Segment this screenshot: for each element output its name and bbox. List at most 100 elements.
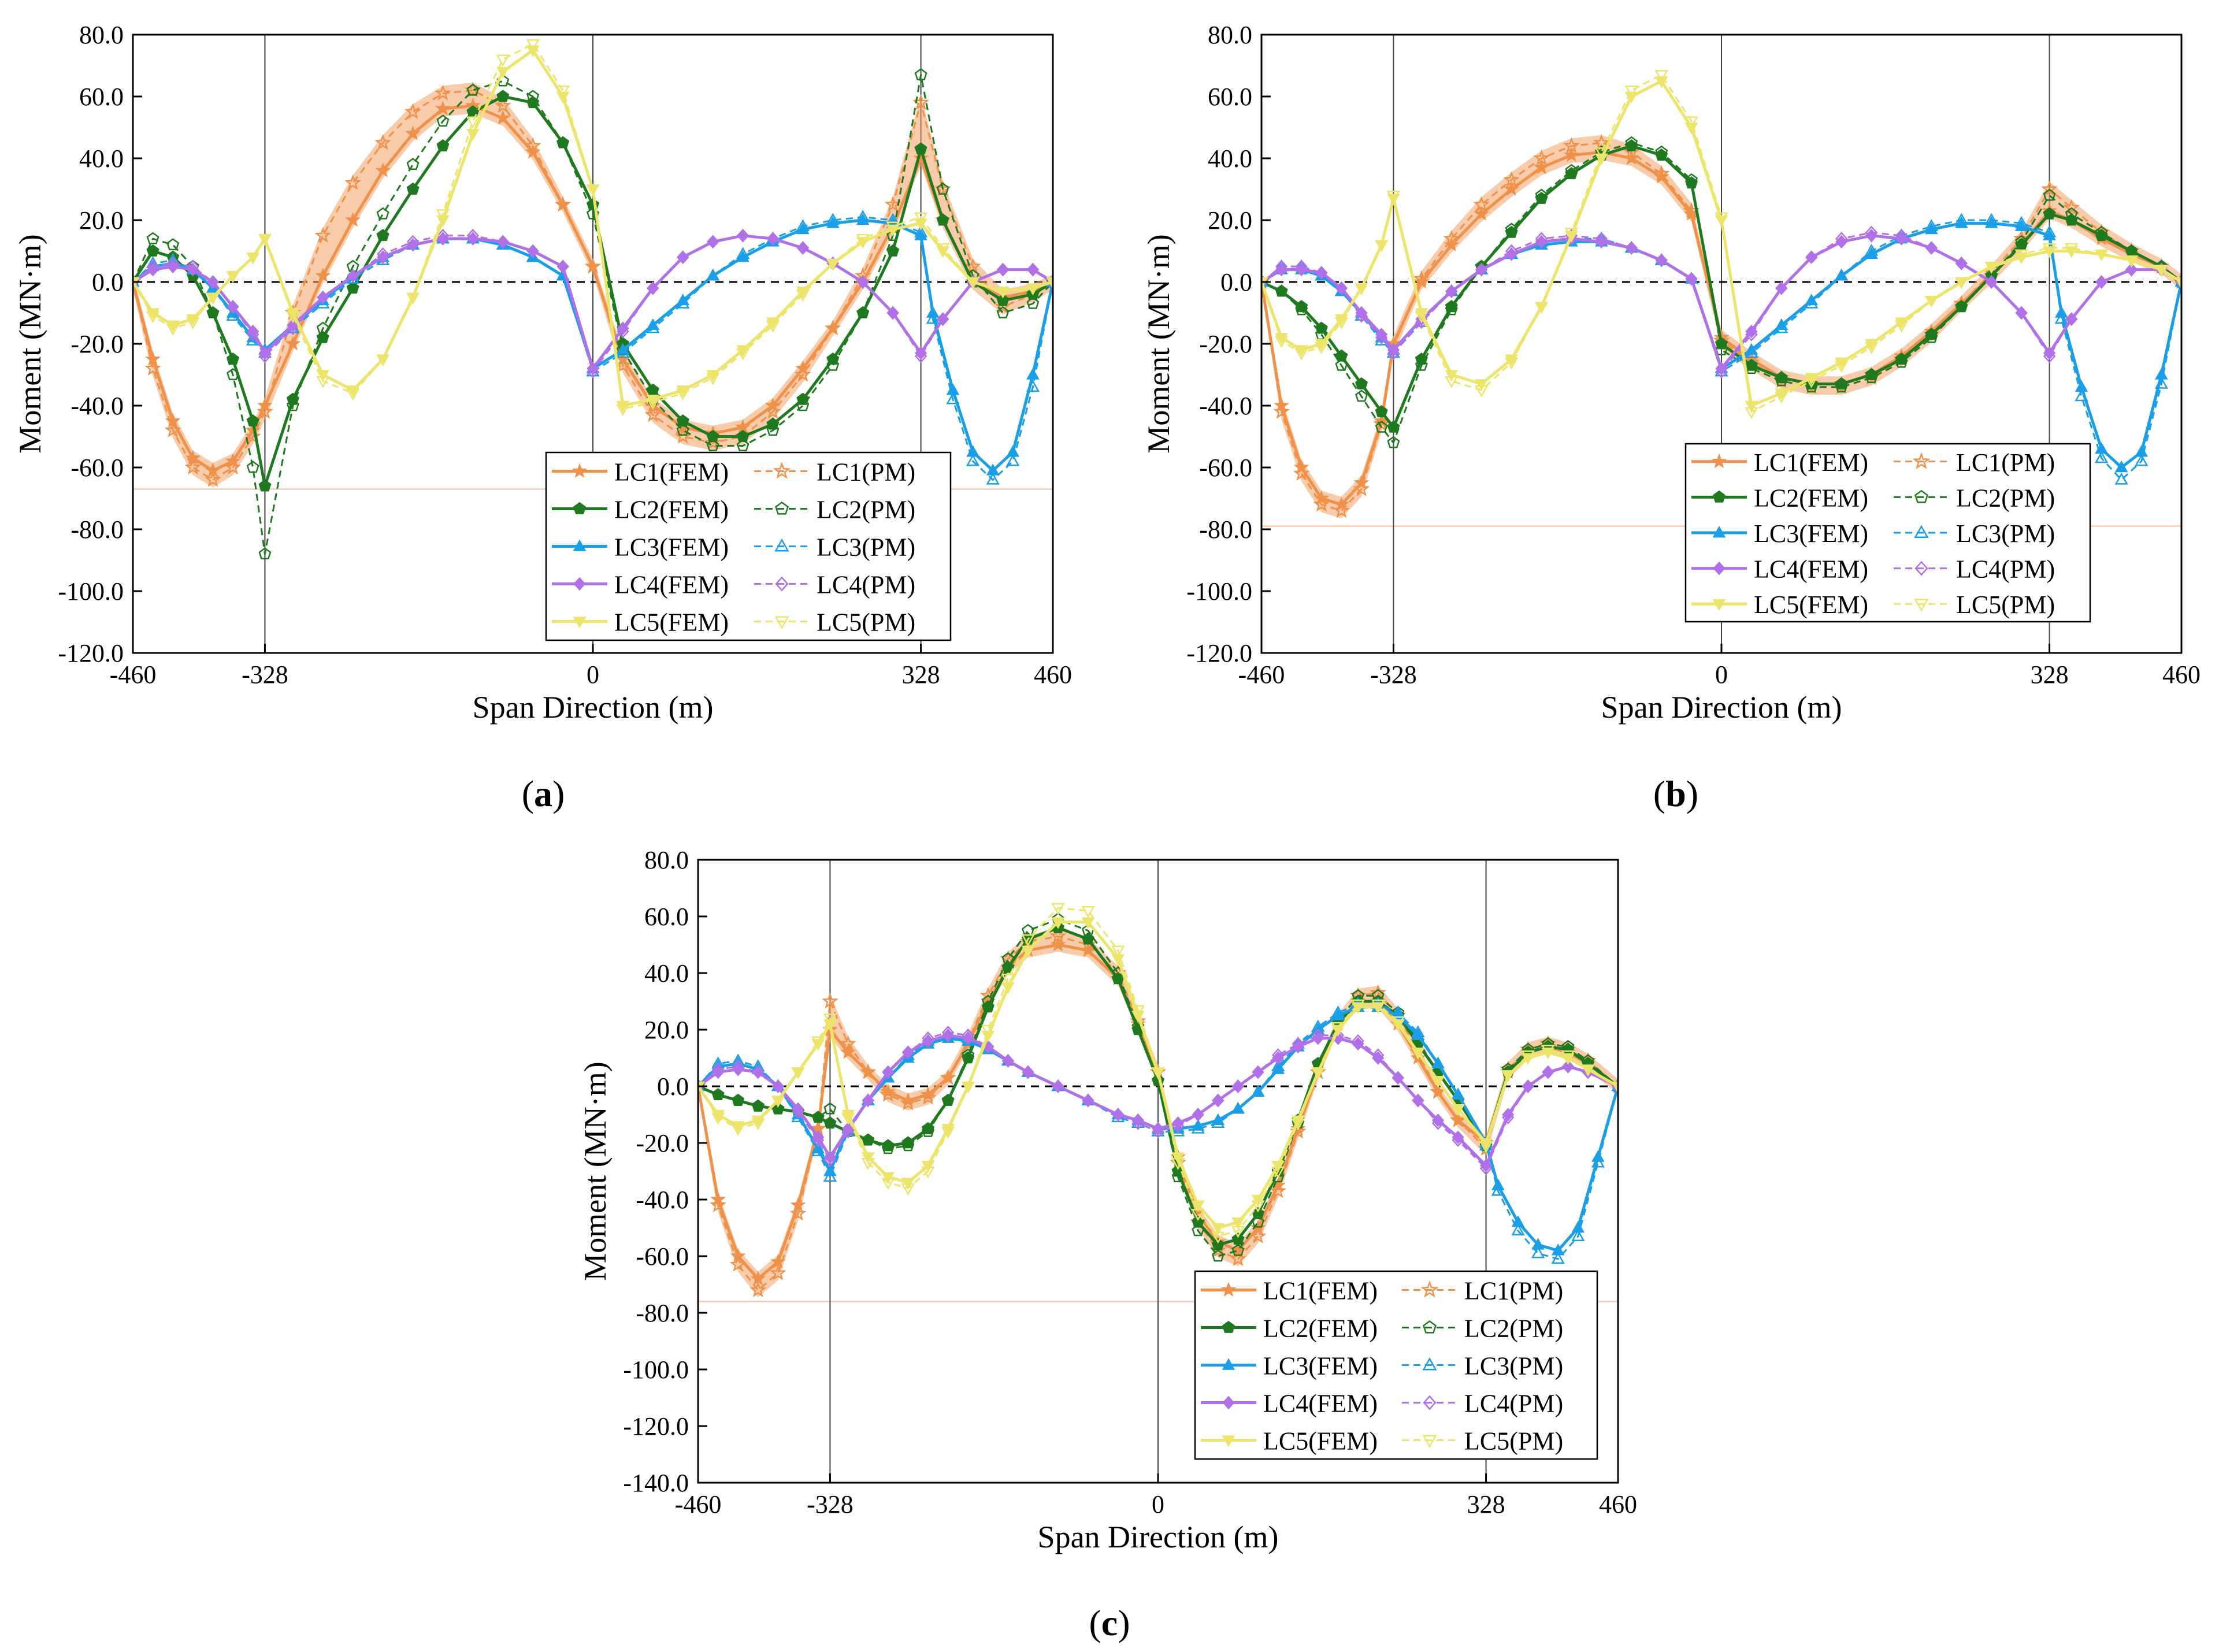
legend-box <box>1194 1270 1598 1460</box>
data-point-lc4-fem <box>1131 1113 1144 1127</box>
data-point-lc2-pm <box>1565 164 1578 176</box>
data-point-lc4-pm <box>1475 262 1488 277</box>
data-point-lc2-pm <box>881 1142 895 1154</box>
data-point-lc5-pm <box>646 398 660 410</box>
chart-panel-c: -460 -328 0 328 460 80.0 60.0 40.0 20.0 0.0 -20.0 -… <box>578 846 1637 1643</box>
data-point-lc2-fem <box>1865 367 1878 380</box>
data-point-lc5-pm <box>186 317 200 330</box>
data-point-lc2-pm <box>246 461 259 473</box>
data-point-lc5-pm <box>258 233 272 246</box>
legend-entry: LC3(PM) <box>1464 1352 1563 1380</box>
data-point-lc5-pm <box>1924 295 1939 308</box>
series-line-lc5-pm <box>698 907 1618 1238</box>
data-point-lc2-fem <box>346 281 359 294</box>
y-tick-label: -100.0 <box>58 577 124 606</box>
plot-area <box>1261 70 2181 519</box>
data-point-lc5-pm <box>966 277 980 289</box>
x-axis-label: Span Direction (m) <box>473 690 714 725</box>
legend-entry: LC4(PM) <box>1464 1390 1563 1418</box>
data-point-lc4-pm <box>1431 1116 1445 1130</box>
data-point-lc2-pm <box>1211 1249 1224 1262</box>
y-axis-label: Moment (MN·m) <box>578 1061 613 1280</box>
data-point-lc5-pm <box>496 54 510 67</box>
legend-entry: LC2(PM) <box>1464 1315 1563 1343</box>
data-point-lc2-pm <box>1625 136 1638 149</box>
data-point-lc3-pm <box>1271 1059 1285 1071</box>
data-point-lc4-pm <box>1505 244 1518 258</box>
data-point-lc5-pm <box>2014 249 2028 262</box>
data-point-lc5-fem <box>466 129 480 141</box>
panel-caption-letter: b <box>1665 773 1686 814</box>
data-point-lc5-pm <box>526 39 540 51</box>
data-point-lc4-pm <box>526 244 539 258</box>
y-tick-label: -60.0 <box>70 454 124 482</box>
data-point-lc5-pm <box>1386 190 1401 203</box>
data-point-lc5-pm <box>1351 999 1365 1012</box>
data-point-lc2-pm <box>862 1133 875 1146</box>
data-point-lc2-pm <box>914 68 927 80</box>
data-point-lc4-pm <box>1522 1079 1534 1093</box>
data-point-lc3-pm <box>1006 454 1020 466</box>
data-point-lc3-pm <box>316 296 330 309</box>
data-point-lc2-fem <box>227 352 240 365</box>
data-point-lc1-pm <box>840 1035 856 1051</box>
data-point-lc4-pm <box>227 299 239 314</box>
legend-entry: LC1(FEM) <box>614 458 729 487</box>
data-point-lc3-pm <box>856 210 870 222</box>
data-point-lc4-pm <box>247 328 259 341</box>
data-point-lc4-pm <box>1295 259 1308 274</box>
data-point-lc5-pm <box>1251 1200 1265 1213</box>
legend-entry: LC4(FEM) <box>614 571 729 599</box>
data-point-lc2-pm <box>1895 355 1908 368</box>
data-point-lc3-fem <box>914 228 927 240</box>
data-point-lc4-pm <box>1192 1108 1204 1122</box>
data-point-lc1-fem <box>315 268 331 283</box>
data-point-lc1-fem <box>913 150 929 165</box>
series-line-lc1-pm <box>698 935 1618 1291</box>
data-point-lc4-pm <box>1745 328 1758 341</box>
data-point-lc4-pm <box>1275 259 1288 274</box>
data-point-lc5-pm <box>346 388 360 401</box>
data-point-lc1-pm <box>244 428 262 444</box>
chart-panel-b: -460 -328 0 328 460 80.0 60.0 40.0 20.0 0.0 -20.0 -… <box>1141 21 2201 814</box>
data-point-lc5-pm <box>731 1124 745 1137</box>
data-point-lc5-pm <box>736 348 750 361</box>
data-point-lc5-pm <box>1331 1022 1345 1034</box>
y-tick-label: 40.0 <box>644 959 689 988</box>
data-point-lc1-pm <box>1333 502 1350 518</box>
data-point-lc5-fem <box>1231 1217 1245 1230</box>
data-point-lc4-pm <box>1685 272 1698 286</box>
data-point-lc3-fem <box>1571 1220 1585 1233</box>
data-point-lc4-fem <box>1375 328 1388 341</box>
data-point-lc5-pm <box>1375 240 1389 253</box>
data-point-lc5-fem <box>1745 400 1758 413</box>
data-point-lc5-pm <box>1411 1047 1425 1060</box>
data-point-lc2-fem <box>1335 349 1348 362</box>
data-point-lc5-fem <box>496 67 510 79</box>
data-point-lc3-pm <box>2094 451 2109 463</box>
data-point-lc2-pm <box>1715 343 1728 356</box>
data-point-lc2-pm <box>796 399 810 411</box>
data-point-lc1-pm <box>1273 403 1290 419</box>
data-point-lc1-pm <box>1293 465 1310 481</box>
data-point-lc5-pm <box>1131 1005 1145 1018</box>
data-point-lc4-pm <box>1082 1093 1094 1108</box>
data-point-lc5-pm <box>1501 1070 1515 1082</box>
legend-entry: LC2(FEM) <box>1754 484 1868 512</box>
legend-entry: LC3(FEM) <box>1263 1352 1378 1380</box>
legend-marker-lc3-fem <box>573 539 587 551</box>
data-point-lc2-pm <box>996 306 1010 318</box>
data-point-lc5-pm <box>771 1096 785 1108</box>
data-point-lc4-pm <box>841 1124 855 1139</box>
data-point-lc3-pm <box>1311 1019 1325 1032</box>
data-point-lc4-pm <box>1152 1124 1164 1139</box>
data-point-lc4-pm <box>587 365 599 378</box>
legend-marker-lc2-pm <box>775 501 789 515</box>
data-point-lc3-pm <box>1171 1124 1185 1137</box>
y-tick-label: 80.0 <box>644 846 689 874</box>
data-point-lc1-fem <box>405 125 421 140</box>
legend-entry: LC1(PM) <box>1956 448 2055 477</box>
data-point-lc5-pm <box>1271 1166 1285 1179</box>
data-point-lc4-pm <box>1026 262 1040 277</box>
